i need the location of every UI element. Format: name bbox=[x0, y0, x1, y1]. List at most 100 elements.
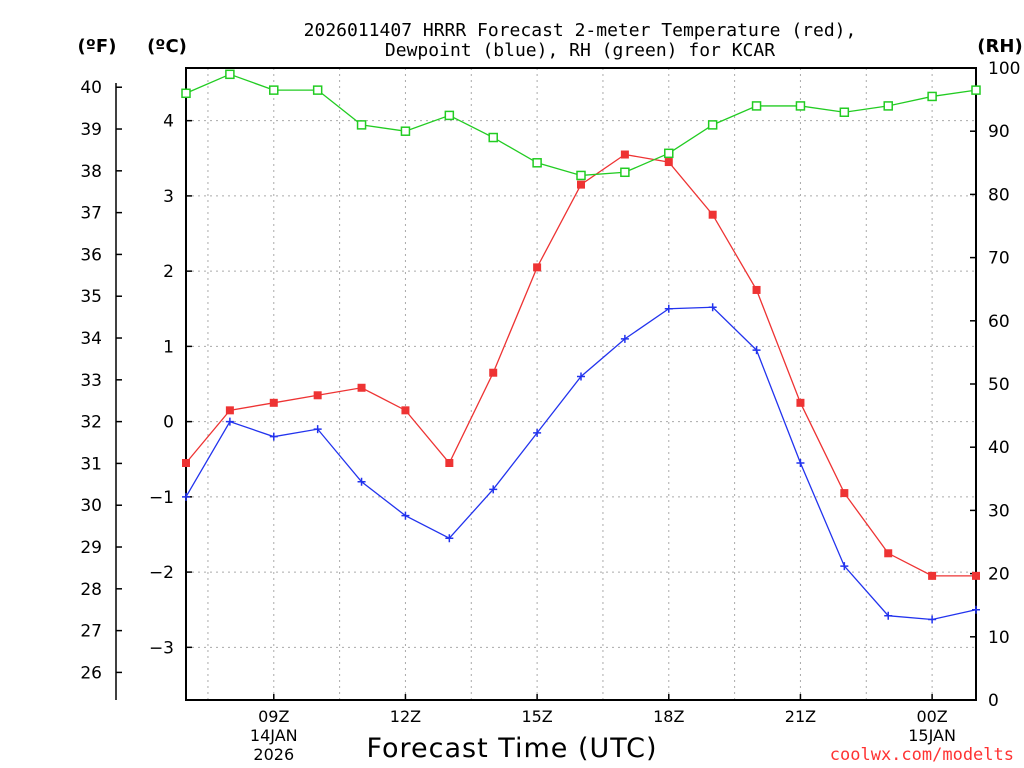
relative-humidity-point bbox=[269, 85, 279, 95]
dewpoint-point bbox=[489, 485, 498, 494]
dewpoint-point bbox=[225, 417, 234, 426]
fahrenheit-tick-label: 36 bbox=[80, 245, 102, 265]
rh-tick-label: 60 bbox=[988, 312, 1010, 332]
dewpoint-point bbox=[182, 492, 190, 501]
2-meter-temperature-line bbox=[185, 153, 976, 577]
dewpoint-point bbox=[884, 611, 893, 620]
relative-humidity-point bbox=[576, 170, 586, 181]
fahrenheit-tick-label: 39 bbox=[80, 120, 102, 140]
celsius-tick-label: 3 bbox=[163, 187, 174, 207]
x-tick-label: 12Z bbox=[390, 707, 421, 726]
fahrenheit-unit-label: (ºF) bbox=[78, 36, 117, 57]
rh-tick-label: 90 bbox=[988, 122, 1010, 142]
2-meter-temperature-point bbox=[577, 180, 585, 189]
relative-humidity-point bbox=[971, 85, 981, 95]
dewpoint-point bbox=[664, 304, 673, 313]
dewpoint-point bbox=[577, 372, 585, 381]
fahrenheit-tick-label: 30 bbox=[80, 496, 102, 516]
site-credit: coolwx.com/modelts bbox=[830, 745, 1014, 765]
fahrenheit-tick-label: 33 bbox=[80, 371, 102, 391]
grid-lines bbox=[186, 68, 976, 700]
relative-humidity-line bbox=[185, 73, 977, 177]
fahrenheit-tick-label: 26 bbox=[80, 663, 102, 683]
2-meter-temperature-point bbox=[313, 391, 322, 400]
dewpoint-point bbox=[796, 459, 805, 467]
fahrenheit-tick-label: 35 bbox=[80, 287, 102, 307]
axes bbox=[115, 67, 977, 701]
relative-humidity-point bbox=[795, 101, 806, 111]
relative-humidity-point bbox=[488, 132, 498, 143]
dewpoint-point bbox=[401, 511, 410, 520]
dewpoint-point bbox=[708, 303, 717, 312]
rh-tick-label: 70 bbox=[988, 249, 1010, 269]
dewpoint-point bbox=[752, 346, 761, 355]
dewpoint-point bbox=[445, 534, 454, 543]
fahrenheit-tick-label: 34 bbox=[80, 329, 102, 349]
relative-humidity-point bbox=[707, 120, 718, 130]
relative-humidity-point bbox=[225, 69, 235, 80]
dewpoint-point bbox=[357, 477, 366, 486]
2-meter-temperature-point bbox=[796, 398, 805, 407]
dewpoint-point bbox=[928, 615, 937, 624]
2-meter-temperature-point bbox=[269, 398, 278, 407]
fahrenheit-tick-label: 40 bbox=[80, 78, 102, 98]
rh-tick-label: 40 bbox=[988, 438, 1010, 458]
2-meter-temperature-point bbox=[664, 158, 673, 167]
celsius-tick-label: 1 bbox=[163, 337, 174, 357]
x-tick-label: 21Z bbox=[785, 707, 816, 726]
2-meter-temperature-point bbox=[182, 459, 190, 467]
x-tick-label: 15Z bbox=[521, 707, 552, 726]
2-meter-temperature-point bbox=[928, 571, 937, 580]
2-meter-temperature-point bbox=[708, 210, 717, 219]
relative-humidity-point bbox=[927, 91, 937, 102]
relative-humidity-point bbox=[664, 148, 674, 159]
x-tick-label: 00Z bbox=[916, 707, 947, 726]
rh-tick-label: 50 bbox=[988, 375, 1010, 395]
dewpoint-point bbox=[533, 428, 542, 437]
2-meter-temperature-point bbox=[620, 150, 629, 159]
data-series bbox=[181, 69, 981, 624]
x-tick-year: 2026 bbox=[253, 745, 294, 764]
chart-title-line-2: Dewpoint (blue), RH (green) for KCAR bbox=[385, 40, 775, 61]
relative-humidity-point bbox=[839, 107, 850, 117]
fahrenheit-tick-label: 37 bbox=[80, 204, 102, 224]
celsius-tick-label: −2 bbox=[149, 563, 174, 583]
2-meter-temperature-point bbox=[357, 383, 366, 392]
relative-humidity-point bbox=[356, 120, 367, 130]
2-meter-temperature-point bbox=[884, 549, 893, 558]
celsius-tick-label: −1 bbox=[149, 488, 174, 508]
dewpoint-point bbox=[313, 425, 322, 434]
fahrenheit-tick-label: 27 bbox=[80, 622, 102, 642]
x-axis-label: Forecast Time (UTC) bbox=[366, 733, 657, 764]
dewpoint-line bbox=[185, 306, 977, 621]
relative-humidity-point bbox=[181, 88, 191, 99]
rh-tick-label: 20 bbox=[988, 565, 1010, 585]
relative-humidity-series bbox=[181, 69, 981, 181]
plot-frame bbox=[185, 67, 977, 701]
2-meter-temperature-point bbox=[401, 406, 410, 415]
celsius-tick-label: 2 bbox=[163, 262, 174, 282]
rh-tick-label: 10 bbox=[988, 628, 1010, 648]
fahrenheit-tick-label: 29 bbox=[80, 538, 102, 558]
2-meter-temperature-point bbox=[489, 368, 498, 377]
relative-humidity-point bbox=[532, 158, 542, 168]
rh-tick-label: 0 bbox=[988, 691, 999, 711]
relative-humidity-point bbox=[312, 85, 323, 95]
2-meter-temperature-point bbox=[840, 489, 849, 498]
relative-humidity-point bbox=[883, 101, 893, 111]
x-tick-date: 15JAN bbox=[908, 726, 956, 745]
x-tick-date: 14JAN bbox=[250, 726, 298, 745]
x-tick-label: 18Z bbox=[653, 707, 684, 726]
2-meter-temperature-point bbox=[445, 459, 454, 467]
x-tick-label: 09Z bbox=[258, 707, 289, 726]
chart-title-line-1: 2026011407 HRRR Forecast 2-meter Tempera… bbox=[304, 20, 857, 41]
fahrenheit-tick-label: 38 bbox=[80, 162, 102, 182]
celsius-tick-label: 0 bbox=[163, 413, 174, 433]
celsius-tick-label: −3 bbox=[149, 638, 174, 658]
fahrenheit-tick-label: 28 bbox=[80, 580, 102, 600]
fahrenheit-tick-label: 31 bbox=[80, 454, 102, 474]
dewpoint-point bbox=[269, 432, 278, 441]
rh-unit-label: (RH) bbox=[977, 36, 1022, 57]
relative-humidity-point bbox=[400, 126, 411, 136]
